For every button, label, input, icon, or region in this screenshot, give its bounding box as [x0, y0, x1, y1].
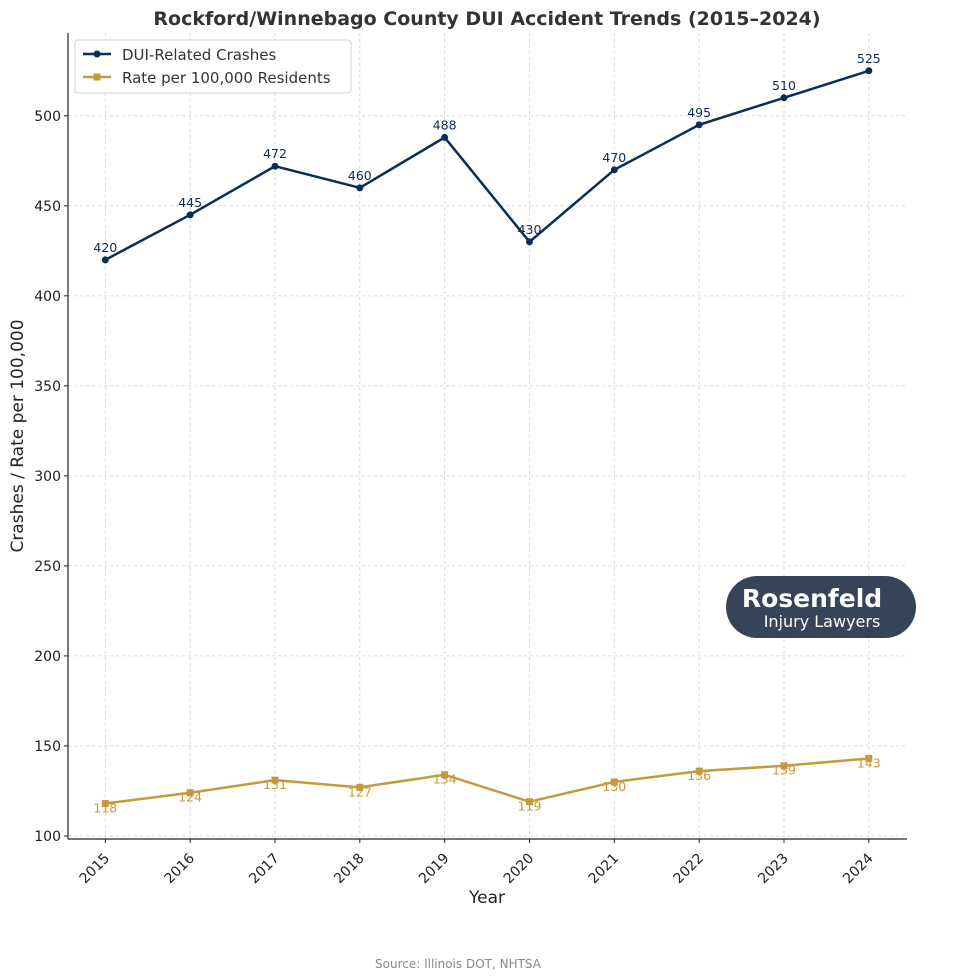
y-tick-label: 450: [34, 199, 61, 215]
data-label: 119: [518, 799, 542, 814]
x-tick-label: 2023: [755, 851, 792, 888]
y-tick-label: 150: [34, 739, 61, 755]
logo-line2: Injury Lawyers: [764, 612, 881, 631]
x-axis-label: Year: [468, 888, 505, 908]
data-label: 118: [93, 801, 117, 816]
x-tick-label: 2020: [501, 851, 538, 888]
data-label: 470: [602, 150, 626, 165]
logo-line1: Rosenfeld: [742, 584, 882, 613]
y-tick-label: 250: [34, 559, 61, 575]
series-line-crashes: [104, 69, 870, 261]
x-tick-label: 2016: [161, 850, 198, 887]
data-label: 131: [263, 777, 287, 792]
data-label: 445: [178, 195, 202, 210]
data-point: [865, 67, 873, 75]
data-point: [271, 162, 279, 170]
data-point: [271, 776, 279, 784]
x-tick-label: 2019: [416, 851, 453, 888]
data-label: 124: [178, 790, 202, 805]
data-point: [865, 755, 873, 763]
data-point: [525, 798, 533, 806]
x-tick-label: 2024: [840, 850, 877, 887]
data-label: 420: [93, 240, 117, 255]
series-line-rate: [105, 757, 869, 805]
data-point: [610, 166, 618, 174]
y-tick-label: 200: [34, 649, 61, 665]
y-axis-label: Crashes / Rate per 100,000: [8, 319, 28, 552]
y-tick-label: 300: [34, 469, 61, 485]
data-point: [101, 256, 109, 264]
data-point: [356, 783, 364, 791]
x-tick-label: 2015: [77, 851, 114, 888]
data-label: 495: [687, 105, 711, 120]
legend-marker-crashes: [93, 50, 101, 58]
legend-label-crashes: DUI-Related Crashes: [122, 46, 276, 64]
data-label: 430: [518, 222, 542, 237]
y-tick-label: 100: [34, 829, 61, 845]
y-tick-label: 350: [34, 379, 61, 395]
data-label: 130: [602, 779, 626, 794]
data-point: [780, 762, 788, 770]
data-label: 525: [857, 51, 881, 66]
data-point: [186, 789, 194, 797]
source-note: Source: Illinois DOT, NHTSA: [375, 957, 542, 971]
x-tick-label: 2017: [246, 851, 283, 888]
data-label: 460: [348, 168, 372, 183]
data-point: [186, 211, 194, 219]
legend-marker-rate: [93, 73, 101, 81]
legend-label-rate: Rate per 100,000 Residents: [122, 69, 331, 87]
data-label: 139: [772, 763, 796, 778]
data-label: 127: [348, 784, 372, 799]
legend: DUI-Related Crashes Rate per 100,000 Res…: [74, 39, 352, 94]
chart-title: Rockford/Winnebago County DUI Accident T…: [153, 8, 820, 30]
data-label: 488: [433, 117, 457, 132]
data-point: [356, 184, 364, 192]
data-point: [695, 121, 703, 129]
data-point: [441, 133, 449, 141]
logo: Rosenfeld Injury Lawyers: [726, 576, 916, 638]
data-point: [695, 767, 703, 775]
data-label: 143: [857, 756, 881, 771]
data-point: [441, 771, 449, 779]
data-point: [101, 800, 109, 808]
data-label: 134: [433, 772, 457, 787]
x-tick-label: 2021: [586, 851, 623, 888]
data-label: 510: [772, 78, 796, 93]
data-label: 472: [263, 146, 287, 161]
data-point: [610, 778, 618, 786]
y-tick-label: 400: [34, 289, 61, 305]
x-tick-label: 2018: [331, 851, 368, 888]
y-tick-label: 500: [34, 109, 61, 125]
data-point: [780, 94, 788, 102]
x-tick-label: 2022: [670, 851, 707, 888]
data-label: 136: [687, 768, 711, 783]
data-point: [525, 238, 533, 246]
